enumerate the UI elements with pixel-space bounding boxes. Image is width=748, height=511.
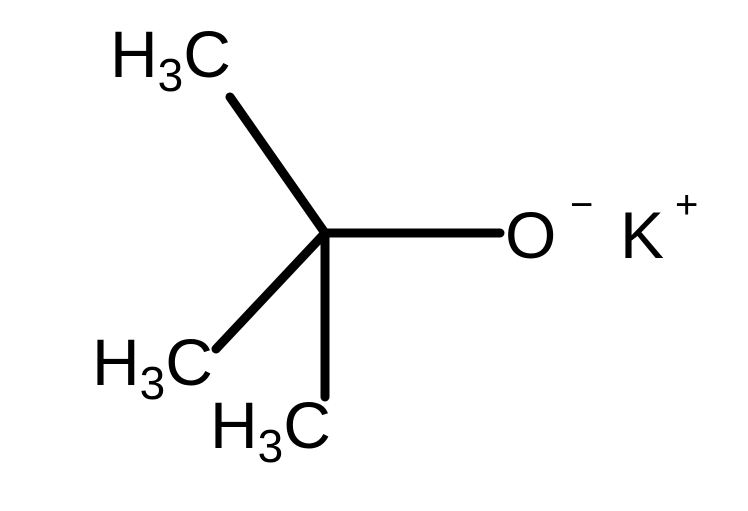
molecule-diagram: H3C H3C H3C O − K + xyxy=(0,0,748,511)
oxygen-charge-icon: − xyxy=(570,183,593,227)
bond-center-ch3-top xyxy=(230,97,325,233)
ch3-top-H: H xyxy=(110,17,158,91)
ch3-bottom-H: H xyxy=(210,388,258,462)
potassium-charge-icon: + xyxy=(675,183,698,227)
atom-ch3-bottom: H3C xyxy=(210,388,331,472)
atom-ch3-top: H3C xyxy=(110,17,231,101)
ch3-left-H: H xyxy=(92,325,140,399)
atom-oxygen: O xyxy=(505,198,556,272)
ch3-bottom-C: C xyxy=(283,388,331,462)
ch3-top-C: C xyxy=(183,17,231,91)
ch3-top-sub: 3 xyxy=(158,49,184,101)
atom-ch3-left: H3C xyxy=(92,325,213,409)
atom-potassium: K xyxy=(620,198,664,272)
ch3-left-sub: 3 xyxy=(140,357,166,409)
ch3-bottom-sub: 3 xyxy=(258,420,284,472)
bond-center-ch3-left xyxy=(216,233,325,349)
ch3-left-C: C xyxy=(165,325,213,399)
